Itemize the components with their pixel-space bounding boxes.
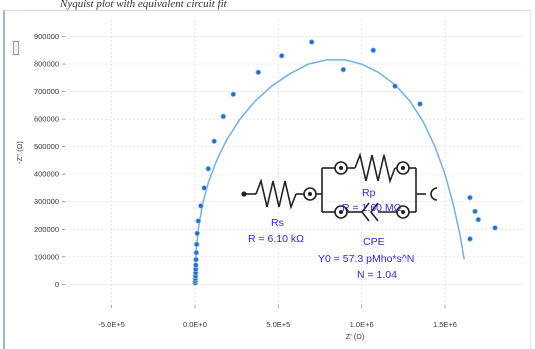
y-tick-label: 0 (55, 280, 59, 289)
data-point[interactable] (205, 165, 212, 172)
data-point[interactable] (308, 39, 315, 45)
data-point[interactable] (255, 69, 262, 76)
circuit-terminal-right (430, 187, 438, 201)
circuit-node-dot (339, 210, 343, 214)
data-point[interactable] (201, 185, 208, 191)
cpe-name-label: CPE (363, 236, 385, 248)
x-tick-label: 5.0E+5 (266, 320, 290, 329)
circuit-terminal-left (241, 191, 247, 197)
data-point[interactable] (392, 83, 398, 89)
data-point[interactable] (278, 52, 285, 59)
data-point[interactable] (417, 101, 423, 107)
data-point[interactable] (193, 256, 199, 263)
rs-resistor-symbol (255, 178, 297, 210)
y-tick-label: 300000 (34, 197, 59, 206)
data-point[interactable] (198, 203, 204, 209)
y-tick-label: 500000 (34, 142, 59, 151)
data-point[interactable] (230, 91, 237, 98)
rp-resistor-symbol (354, 152, 396, 184)
x-tick-label: -5.0E+5 (98, 320, 124, 329)
y-tick-label: 600000 (34, 115, 59, 124)
y-tick-label: 800000 (34, 60, 59, 69)
circuit-node-dot (401, 166, 405, 170)
rp-value-label: R = 1.60 MΩ (342, 202, 402, 214)
x-tick-label: 0.0E+0 (183, 320, 207, 329)
cpe-n-label: N = 1.04 (357, 269, 397, 281)
data-point[interactable] (194, 230, 201, 237)
data-point[interactable] (475, 216, 482, 223)
y-tick-label: 100000 (34, 252, 59, 261)
equivalent-circuit[interactable] (241, 152, 438, 222)
x-tick-label: 1.0E+6 (350, 320, 374, 329)
data-point[interactable] (211, 138, 218, 145)
axes: 0 100000 200000 300000 400000 500000 600000 700… (15, 32, 457, 341)
data-point[interactable] (193, 262, 199, 268)
y-tick-label: 700000 (34, 87, 59, 96)
data-point[interactable] (472, 208, 478, 215)
grid-lines (65, 20, 525, 305)
data-point[interactable] (193, 249, 200, 256)
x-tick-label: 1.5E+6 (433, 320, 457, 329)
cpe-symbol (369, 202, 379, 222)
rp-name-label: Rp (362, 187, 376, 199)
y-tick-label: 200000 (34, 225, 59, 234)
data-point[interactable] (467, 236, 473, 242)
rs-value-label: R = 6.10 kΩ (248, 233, 304, 245)
y-tick-label: 900000 (34, 32, 59, 41)
data-point[interactable] (467, 194, 473, 201)
panel-resize-handle[interactable] (13, 41, 19, 55)
y-axis-label: -Z'' (Ω) (15, 141, 24, 164)
cpe-symbol (360, 202, 370, 222)
data-points-layer[interactable] (192, 39, 498, 286)
data-point[interactable] (193, 241, 200, 248)
circuit-node-dot (308, 192, 312, 196)
circuit-node-dot (339, 166, 343, 170)
data-point[interactable] (220, 113, 227, 120)
data-point[interactable] (340, 66, 347, 73)
data-point[interactable] (195, 218, 202, 224)
x-axis-label: Z' (Ω) (346, 332, 365, 341)
circuit-node-dot (401, 210, 405, 214)
partial-caption-text: Nyquist plot with equivalent circuit fit (60, 0, 227, 10)
data-point[interactable] (370, 47, 377, 54)
cpe-y0-label: Y0 = 57.3 pMho*s^N (318, 253, 414, 265)
rs-name-label: Rs (271, 217, 284, 229)
y-tick-label: 400000 (34, 170, 59, 179)
plot-panel[interactable] (3, 10, 531, 349)
data-point[interactable] (492, 225, 498, 231)
